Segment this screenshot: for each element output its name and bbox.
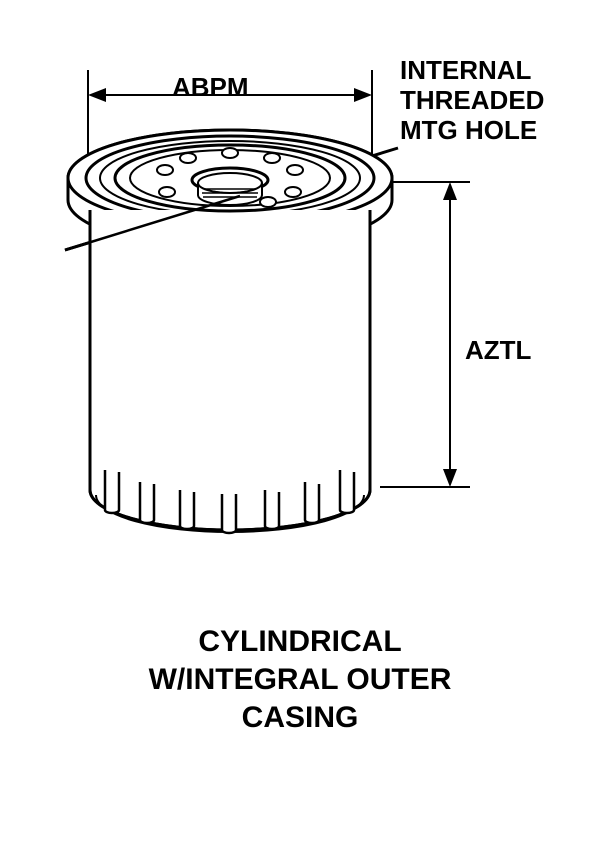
- title-line1: CYLINDRICAL: [0, 625, 600, 659]
- callout-line1: INTERNAL: [400, 55, 531, 86]
- callout-line3: MTG HOLE: [400, 115, 537, 146]
- width-label: ABPM: [172, 72, 249, 103]
- callout-line2: THREADED: [400, 85, 544, 116]
- filter-diagram: ABPM AZTL INTERNAL THREADED MTG HOLE CYL…: [0, 0, 600, 840]
- height-dimension: [380, 182, 470, 487]
- title-line2: W/INTEGRAL OUTER: [0, 663, 600, 697]
- title-line3: CASING: [0, 701, 600, 735]
- height-label: AZTL: [465, 335, 531, 366]
- filter-body: [90, 210, 370, 532]
